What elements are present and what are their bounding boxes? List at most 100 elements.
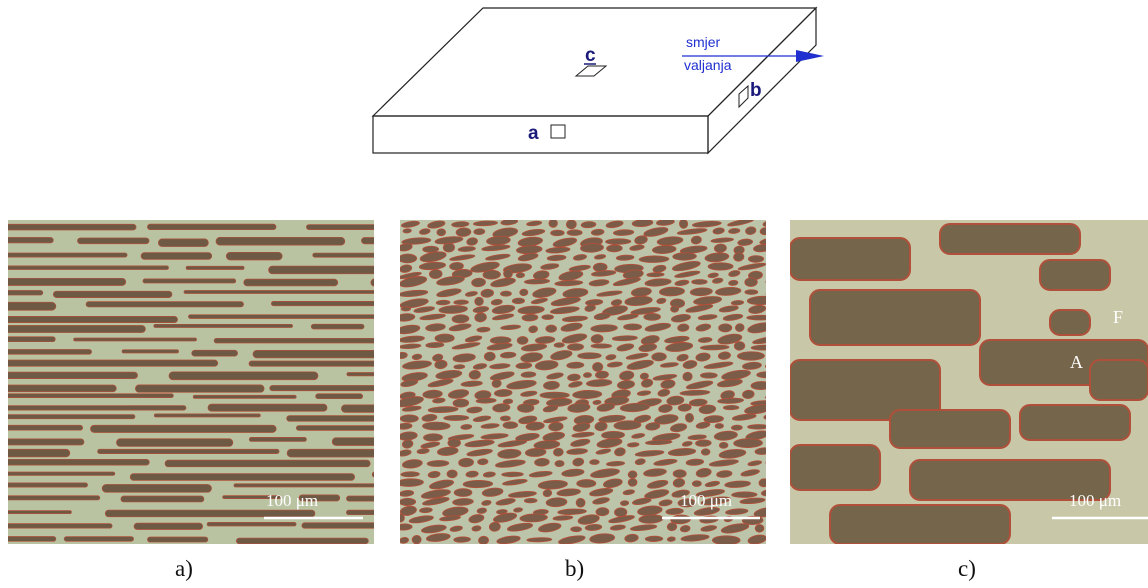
austenite-island (476, 326, 491, 333)
austenite-island (556, 488, 581, 497)
austenite-band (331, 437, 374, 446)
austenite-island (432, 397, 446, 404)
austenite-island (584, 304, 596, 312)
austenite-island (665, 507, 684, 515)
austenite-island (580, 221, 597, 229)
austenite-island (712, 277, 724, 284)
austenite-island (546, 254, 567, 262)
austenite-island (480, 423, 500, 429)
austenite-band (8, 252, 128, 258)
austenite-band (97, 448, 280, 454)
austenite-island (677, 323, 690, 332)
austenite-band (8, 277, 127, 286)
plate-schematic-drawing: c b a smjer valjanja (371, 6, 824, 155)
austenite-band (188, 314, 374, 319)
austenite-island (452, 498, 474, 506)
austenite-island (561, 333, 588, 344)
austenite-island (554, 460, 565, 468)
austenite-island (451, 314, 470, 324)
austenite-island (464, 439, 495, 448)
austenite-island (400, 497, 417, 506)
austenite-island (515, 362, 533, 369)
austenite-island (666, 522, 678, 532)
austenite-island (419, 313, 446, 321)
austenite-island (436, 446, 459, 456)
austenite-island (759, 236, 766, 245)
austenite-island (680, 534, 710, 542)
austenite-island (400, 422, 413, 430)
austenite-island (435, 370, 463, 380)
austenite-band (269, 385, 374, 392)
austenite-island (481, 487, 504, 497)
austenite-island (573, 254, 587, 261)
austenite-island (590, 334, 604, 344)
austenite-island (473, 220, 498, 227)
austenite-island (434, 359, 448, 370)
scale-bar-label-b: 100 μm (680, 491, 732, 510)
austenite-band (213, 337, 374, 344)
austenite-band (286, 415, 374, 422)
austenite-island (728, 270, 741, 277)
austenite-island (568, 264, 591, 272)
austenite-band (63, 536, 134, 542)
austenite-island (400, 289, 429, 297)
austenite-island (400, 220, 420, 228)
austenite-band (233, 483, 374, 488)
austenite-island (400, 396, 424, 408)
austenite-band (134, 384, 265, 393)
austenite-island (548, 220, 558, 228)
austenite-island (614, 447, 626, 457)
austenite-island (665, 342, 694, 352)
austenite-island (745, 226, 757, 235)
austenite-island (724, 480, 751, 488)
austenite-island (608, 515, 635, 524)
austenite-island (707, 272, 719, 279)
austenite-island (418, 261, 446, 271)
austenite-island (645, 422, 661, 431)
austenite-island (402, 228, 412, 234)
austenite-island (427, 378, 454, 388)
austenite-island (605, 354, 617, 361)
austenite-island (742, 389, 755, 399)
austenite-band (248, 360, 374, 367)
austenite-island (429, 269, 443, 279)
austenite-island (401, 237, 432, 245)
austenite-island (425, 323, 446, 332)
austenite-island (402, 360, 432, 370)
austenite-band (183, 290, 374, 294)
austenite-island (455, 227, 472, 237)
austenite-band (215, 236, 346, 246)
austenite-band (8, 510, 72, 514)
austenite-island (549, 306, 580, 315)
micrograph-c: F A 100 μm (790, 220, 1148, 544)
austenite-island (552, 237, 578, 248)
austenite-island (744, 277, 758, 287)
micrograph-b-image: 100 μm (400, 220, 766, 544)
austenite-island (420, 524, 447, 534)
austenite-island (693, 507, 720, 516)
austenite-island (593, 312, 611, 320)
austenite-island (616, 380, 635, 390)
austenite-island (452, 353, 476, 363)
austenite-island (400, 523, 413, 531)
austenite-island (737, 262, 766, 271)
austenite-band (306, 224, 374, 230)
austenite-band (191, 349, 238, 357)
austenite-island (521, 343, 548, 352)
austenite-island (733, 252, 745, 262)
austenite-island (722, 405, 740, 411)
austenite-island (413, 306, 435, 313)
austenite-island (400, 513, 405, 523)
austenite-island (672, 478, 686, 488)
austenite-island (443, 414, 470, 421)
austenite-band (192, 394, 297, 399)
austenite-island (400, 414, 419, 423)
austenite-island (670, 314, 691, 323)
austenite-band (8, 414, 136, 420)
austenite-island (717, 351, 731, 360)
austenite-island (451, 221, 470, 228)
austenite-island (497, 439, 528, 448)
austenite-island (468, 514, 485, 524)
austenite-island (572, 390, 603, 399)
austenite-island (657, 388, 671, 397)
